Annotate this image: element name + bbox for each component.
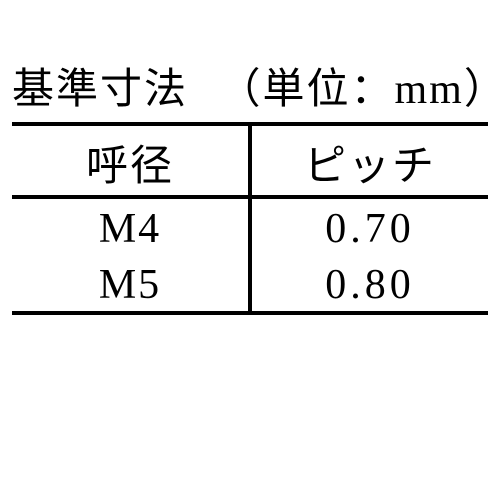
table-title: 基準寸法 xyxy=(12,67,188,113)
cell-diameter: M5 xyxy=(12,255,250,313)
col-header-pitch: ピッチ xyxy=(250,124,488,197)
col-header-diameter: 呼径 xyxy=(12,124,250,197)
dimension-table: 呼径 ピッチ M4 0.70 M5 0.80 xyxy=(12,122,488,315)
cell-pitch: 0.70 xyxy=(250,197,488,255)
table-row: M4 0.70 xyxy=(12,197,488,255)
title-row: 基準寸法 （単位：mm） xyxy=(12,55,488,116)
table-header-row: 呼径 ピッチ xyxy=(12,124,488,197)
table-row: M5 0.80 xyxy=(12,255,488,313)
cell-diameter: M4 xyxy=(12,197,250,255)
unit-label: （単位：mm） xyxy=(219,67,500,113)
cell-pitch: 0.80 xyxy=(250,255,488,313)
spec-sheet: 基準寸法 （単位：mm） 呼径 ピッチ M4 0.70 M5 0.80 xyxy=(0,0,500,315)
